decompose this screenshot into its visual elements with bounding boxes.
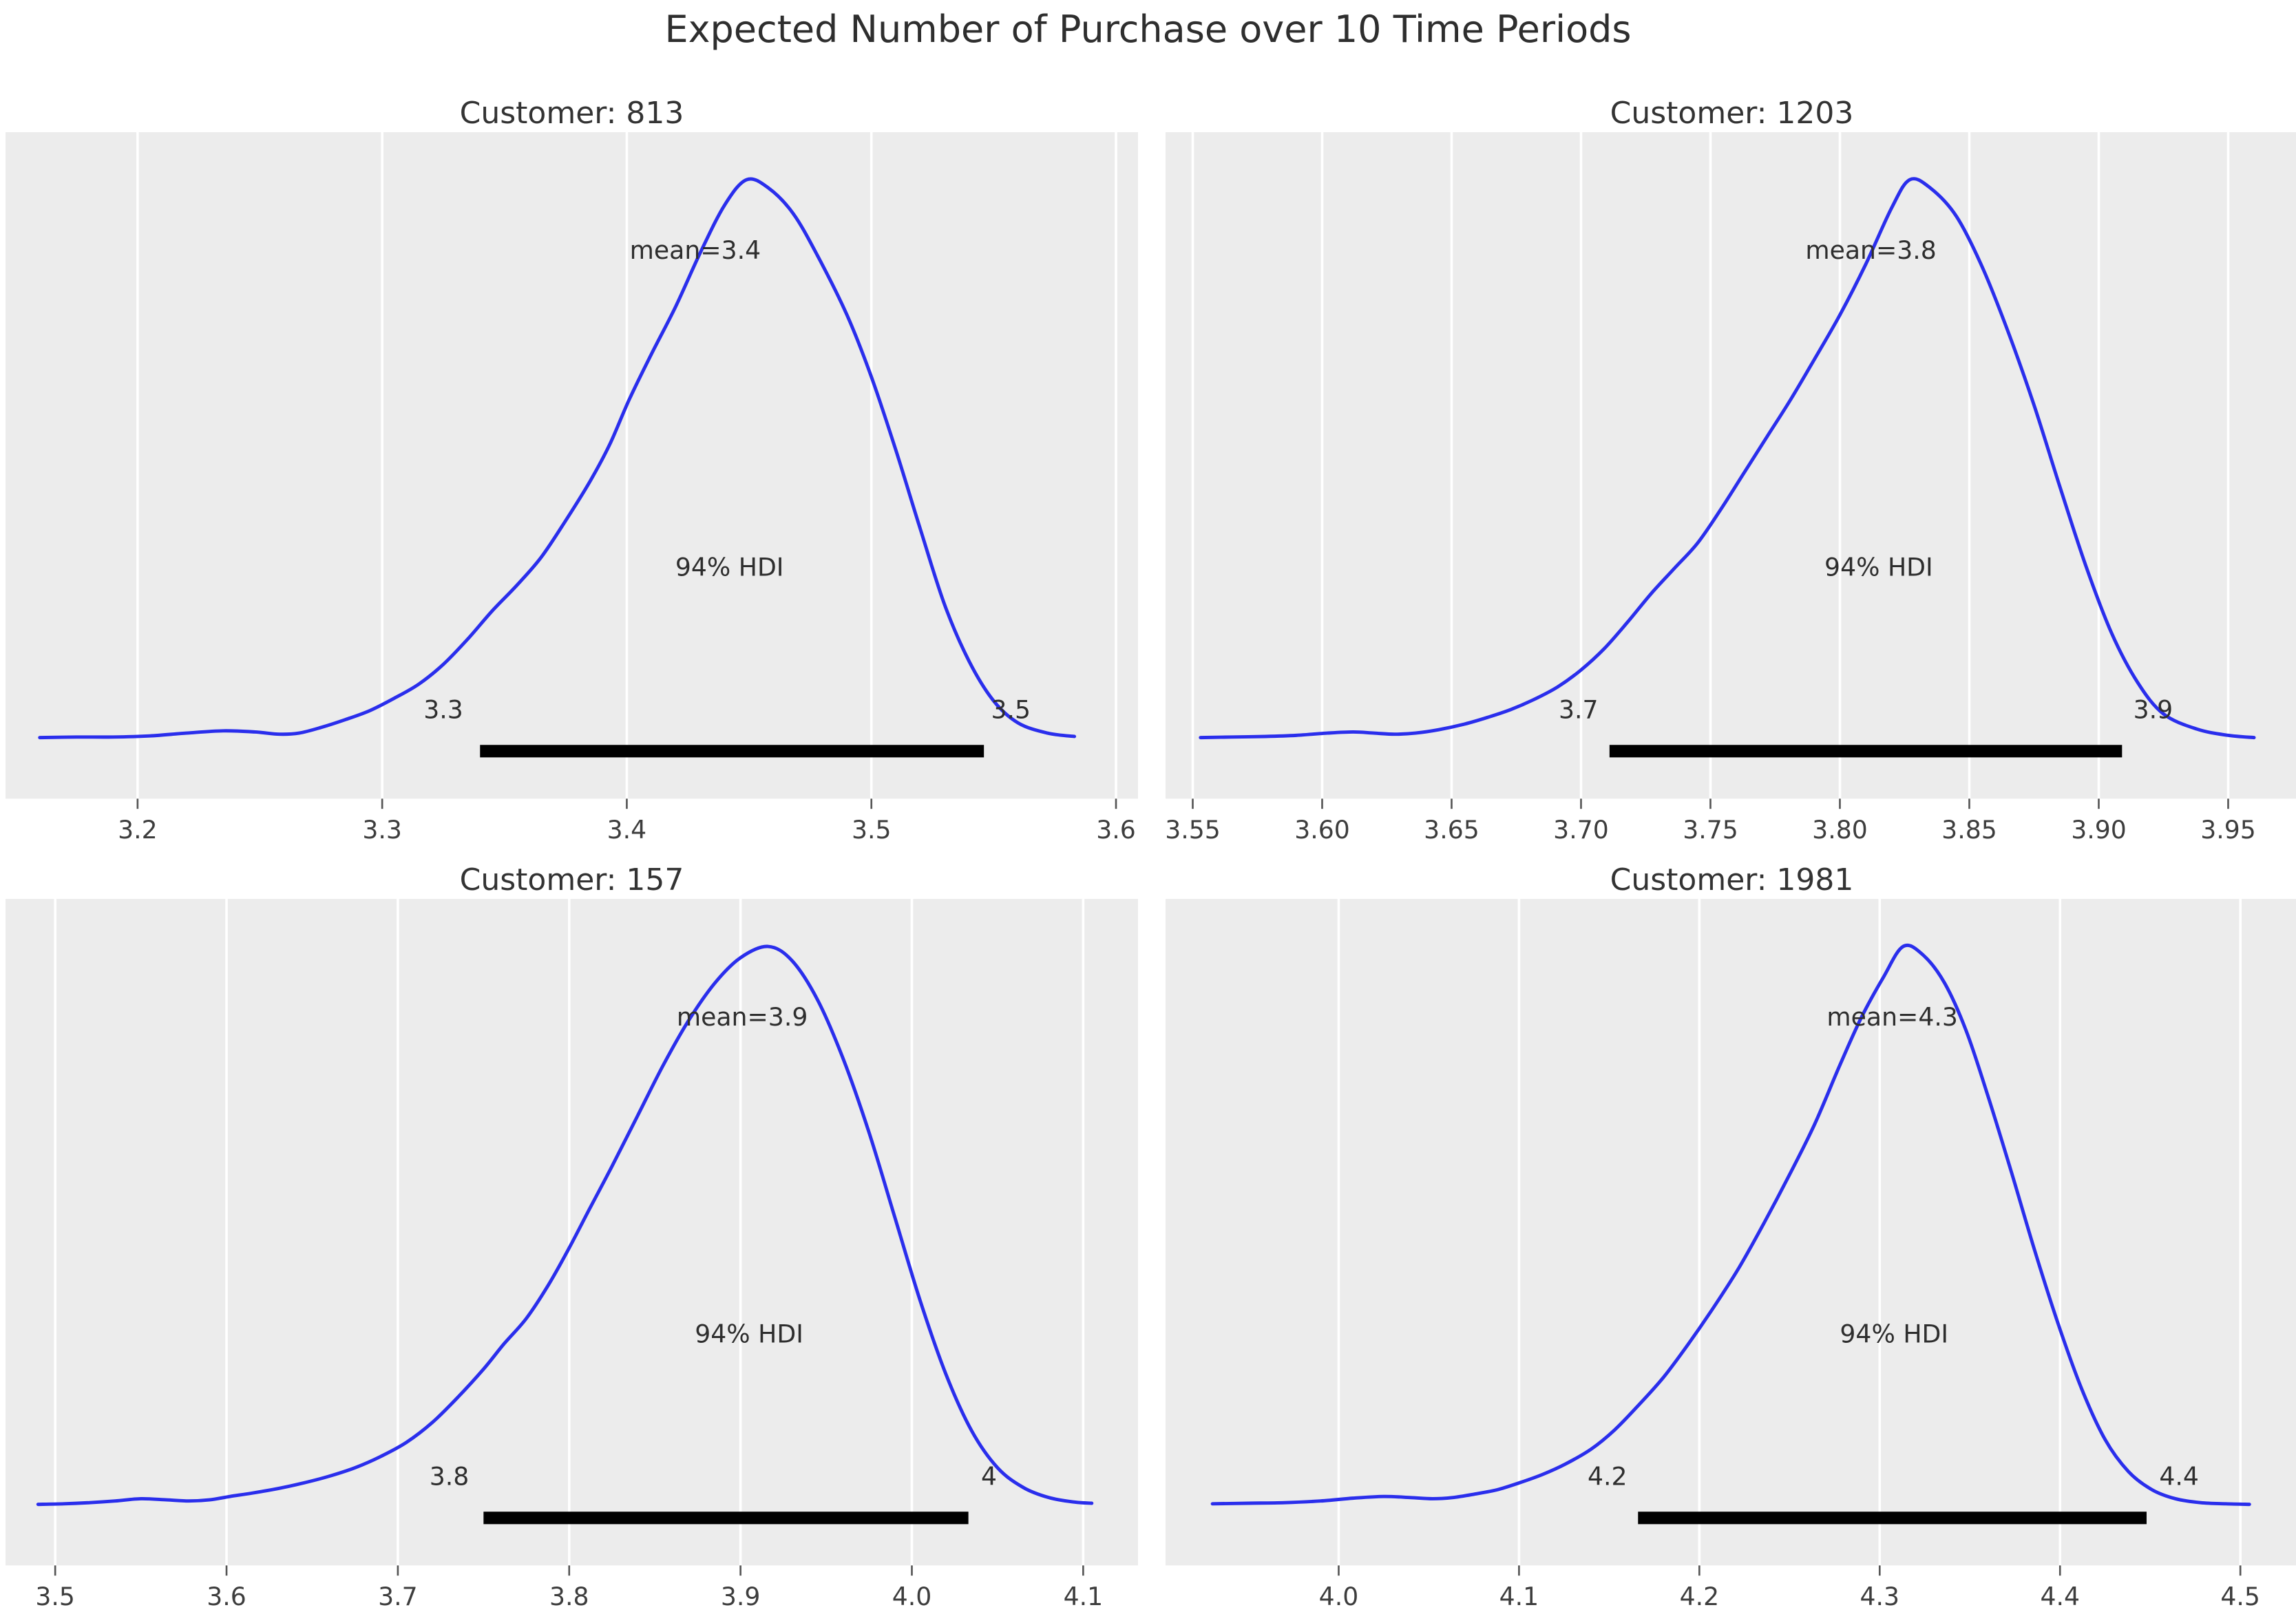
x-tick-label: 3.5 xyxy=(852,815,892,845)
plot-background xyxy=(6,132,1138,799)
x-tick-label: 3.65 xyxy=(1424,815,1479,845)
hdi-lower-bound-label: 3.8 xyxy=(430,1462,470,1492)
hdi-upper-bound-label: 4 xyxy=(981,1462,997,1492)
hdi-upper-bound-label: 3.5 xyxy=(991,695,1031,725)
x-tick-label: 3.3 xyxy=(362,815,402,845)
hdi-lower-bound-label: 3.3 xyxy=(423,695,463,725)
subplot-title: Customer: 157 xyxy=(459,862,684,898)
density-plot-813: 3.2 3.3 3.4 3.5 3.6 mean=3.4 94% HDI 3.3 3.5 xyxy=(6,132,1138,845)
x-tick-label: 4.5 xyxy=(2220,1582,2260,1611)
plot-background xyxy=(1166,132,2296,799)
hdi-lower-bound-label: 3.7 xyxy=(1559,695,1599,725)
subplot-customer-1203: Customer: 1203 3.55 3.60 3.65 3.70 3.75 3.80 3… xyxy=(1166,54,2296,851)
x-tick-label: 4.1 xyxy=(1499,1582,1539,1611)
kde-curve xyxy=(38,177,1077,740)
hdi-probability-label: 94% HDI xyxy=(695,1319,803,1348)
kde-curve xyxy=(36,944,1094,1507)
x-tick-label: 3.90 xyxy=(2071,815,2127,845)
density-plot-157: 3.5 3.6 3.7 3.8 3.9 4.0 4.1 mean=3.9 94% HDI 3.8 4 xyxy=(6,899,1138,1611)
x-tick-label: 4.2 xyxy=(1680,1582,1720,1611)
x-tick-label: 3.7 xyxy=(378,1582,418,1611)
x-tick-label: 3.5 xyxy=(35,1582,75,1611)
x-tick-label: 4.0 xyxy=(892,1582,932,1611)
x-tick-label: 3.70 xyxy=(1553,815,1609,845)
x-tick-label: 3.8 xyxy=(549,1582,589,1611)
mean-annotation: mean=4.3 xyxy=(1826,1002,1957,1032)
x-tick-label: 4.0 xyxy=(1319,1582,1359,1611)
x-tick-label: 3.6 xyxy=(1096,815,1136,845)
x-tick-label: 3.9 xyxy=(721,1582,761,1611)
subplot-title: Customer: 813 xyxy=(459,96,684,131)
hdi-probability-label: 94% HDI xyxy=(675,552,784,582)
x-tick-label: 4.4 xyxy=(2040,1582,2080,1611)
hdi-upper-bound-label: 3.9 xyxy=(2134,695,2173,725)
subplot-title: Customer: 1203 xyxy=(1610,96,1854,131)
x-tick-label: 3.95 xyxy=(2200,815,2256,845)
mean-annotation: mean=3.9 xyxy=(677,1002,808,1032)
x-tick-label: 3.85 xyxy=(1941,815,1997,845)
x-tick-label: 3.2 xyxy=(118,815,158,845)
subplot-grid: Customer: 813 3.2 3.3 3.4 3.5 3.6 mean=3.4 94%… xyxy=(0,54,2296,1617)
x-tick-label: 3.55 xyxy=(1166,815,1221,845)
x-tick-label: 3.60 xyxy=(1294,815,1350,845)
x-tick-label: 3.4 xyxy=(607,815,647,845)
x-tick-label: 4.3 xyxy=(1860,1582,1900,1611)
plot-background xyxy=(6,899,1138,1566)
density-plot-1981: 4.0 4.1 4.2 4.3 4.4 4.5 mean=4.3 94% HDI 4.2 4.4 xyxy=(1166,899,2296,1611)
hdi-upper-bound-label: 4.4 xyxy=(2159,1462,2199,1492)
x-tick-label: 3.75 xyxy=(1683,815,1738,845)
kde-curve xyxy=(1210,943,2251,1507)
density-plot-1203: 3.55 3.60 3.65 3.70 3.75 3.80 3.85 3.90 3.95 mean… xyxy=(1166,132,2296,845)
hdi-probability-label: 94% HDI xyxy=(1824,552,1933,582)
subplot-customer-1981: Customer: 1981 4.0 4.1 4.2 4.3 4.4 4.5 mean=4.… xyxy=(1166,851,2296,1617)
x-tick-label: 3.80 xyxy=(1812,815,1868,845)
mean-annotation: mean=3.4 xyxy=(630,235,761,265)
figure-title: Expected Number of Purchase over 10 Time… xyxy=(664,8,1632,51)
mean-annotation: mean=3.8 xyxy=(1805,235,1936,265)
x-tick-label: 4.1 xyxy=(1064,1582,1104,1611)
subplot-title: Customer: 1981 xyxy=(1610,862,1854,898)
hdi-probability-label: 94% HDI xyxy=(1840,1319,1948,1348)
subplot-customer-157: Customer: 157 3.5 3.6 3.7 3.8 3.9 4.0 4.1 mean=… xyxy=(6,851,1138,1617)
subplot-customer-813: Customer: 813 3.2 3.3 3.4 3.5 3.6 mean=3.4 94%… xyxy=(6,54,1138,851)
hdi-lower-bound-label: 4.2 xyxy=(1588,1462,1628,1492)
plot-background xyxy=(1166,899,2296,1566)
x-tick-label: 3.6 xyxy=(207,1582,246,1611)
kde-curve xyxy=(1199,177,2256,740)
